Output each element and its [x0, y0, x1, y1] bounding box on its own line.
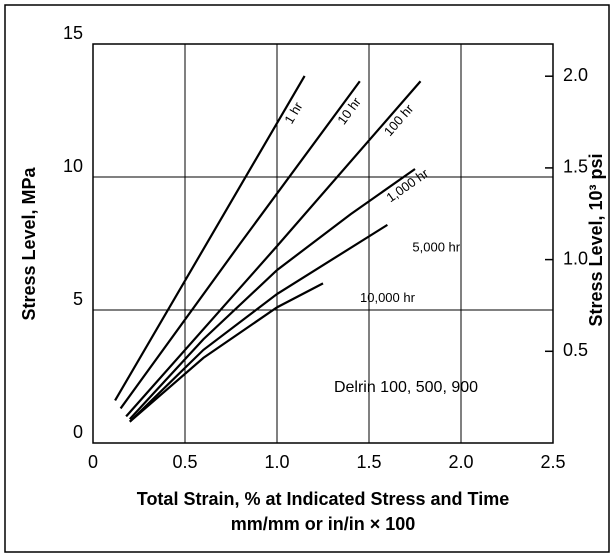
series-label: 5,000 hr	[412, 239, 460, 254]
series-label: 1 hr	[281, 99, 306, 126]
curve	[128, 168, 416, 420]
x-axis-label: mm/mm or in/in × 100	[231, 514, 416, 534]
plot-frame	[92, 43, 554, 444]
y-tick-label: 0	[73, 422, 83, 442]
y-tick-label: 5	[73, 289, 83, 309]
curve	[114, 75, 306, 401]
y-axis-label: Stress Level, MPa	[19, 166, 39, 320]
outer-frame	[4, 4, 610, 553]
x-tick-label: 2.5	[540, 452, 565, 472]
annotation: Delrin 100, 500, 900	[334, 379, 478, 396]
y2-tick-label: 2.0	[563, 65, 588, 85]
curve	[129, 282, 324, 423]
y2-axis-label: Stress Level, 10³ psi	[586, 153, 606, 326]
series-label: 10 hr	[334, 94, 364, 127]
y-tick-label: 15	[63, 23, 83, 43]
curve	[119, 80, 361, 410]
x-axis-label: Total Strain, % at Indicated Stress and …	[137, 489, 509, 509]
y-tick-label: 10	[63, 156, 83, 176]
curve	[129, 223, 388, 423]
x-tick-label: 0.5	[172, 452, 197, 472]
y2-tick-label: 1.5	[563, 157, 588, 177]
x-tick-label: 1.5	[356, 452, 381, 472]
series-label: 10,000 hr	[360, 290, 416, 305]
x-tick-label: 0	[88, 452, 98, 472]
curve	[125, 80, 422, 418]
y2-tick-label: 1.0	[563, 248, 588, 268]
x-tick-label: 2.0	[448, 452, 473, 472]
y2-tick-label: 0.5	[563, 340, 588, 360]
x-tick-label: 1.0	[264, 452, 289, 472]
